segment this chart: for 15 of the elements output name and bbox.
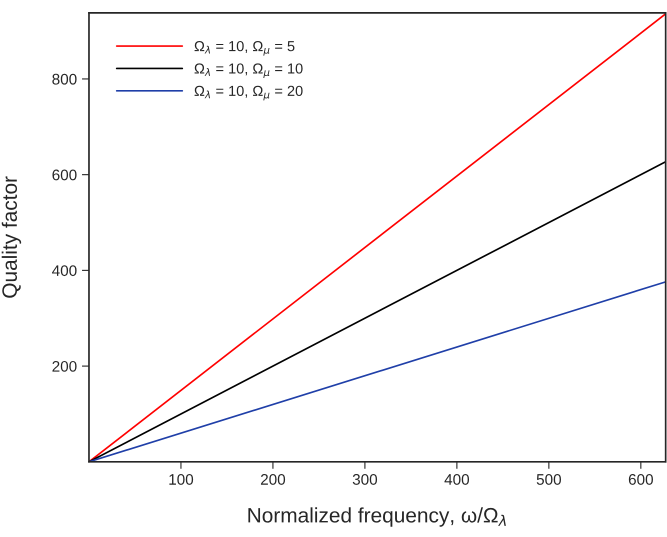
x-axis-title: Normalized frequency, ω/Ω$_{λ}$ bbox=[248, 507, 506, 527]
x-tick-label: 200 bbox=[260, 474, 286, 485]
y-tick-label: 200 bbox=[52, 360, 77, 372]
x-tick-label: 600 bbox=[628, 474, 653, 485]
y-tick-label: 800 bbox=[52, 74, 77, 85]
x-tick-label: 300 bbox=[352, 474, 378, 485]
x-tick-label: 400 bbox=[444, 474, 470, 485]
y-tick-label: 600 bbox=[52, 170, 77, 180]
y-tick-label: 400 bbox=[52, 265, 77, 276]
y-axis-title: Quality factor bbox=[2, 176, 22, 298]
x-tick-label: 500 bbox=[536, 474, 562, 485]
x-tick-label: 100 bbox=[169, 474, 194, 485]
legend-label: Ω$_{λ}$ = 10, Ω$_{μ}$ = 20 bbox=[194, 86, 303, 100]
legend-label: Ω$_{λ}$ = 10, Ω$_{μ}$ = 5 bbox=[194, 40, 294, 56]
legend-label: Ω$_{λ}$ = 10, Ω$_{μ}$ = 10 bbox=[194, 63, 303, 78]
